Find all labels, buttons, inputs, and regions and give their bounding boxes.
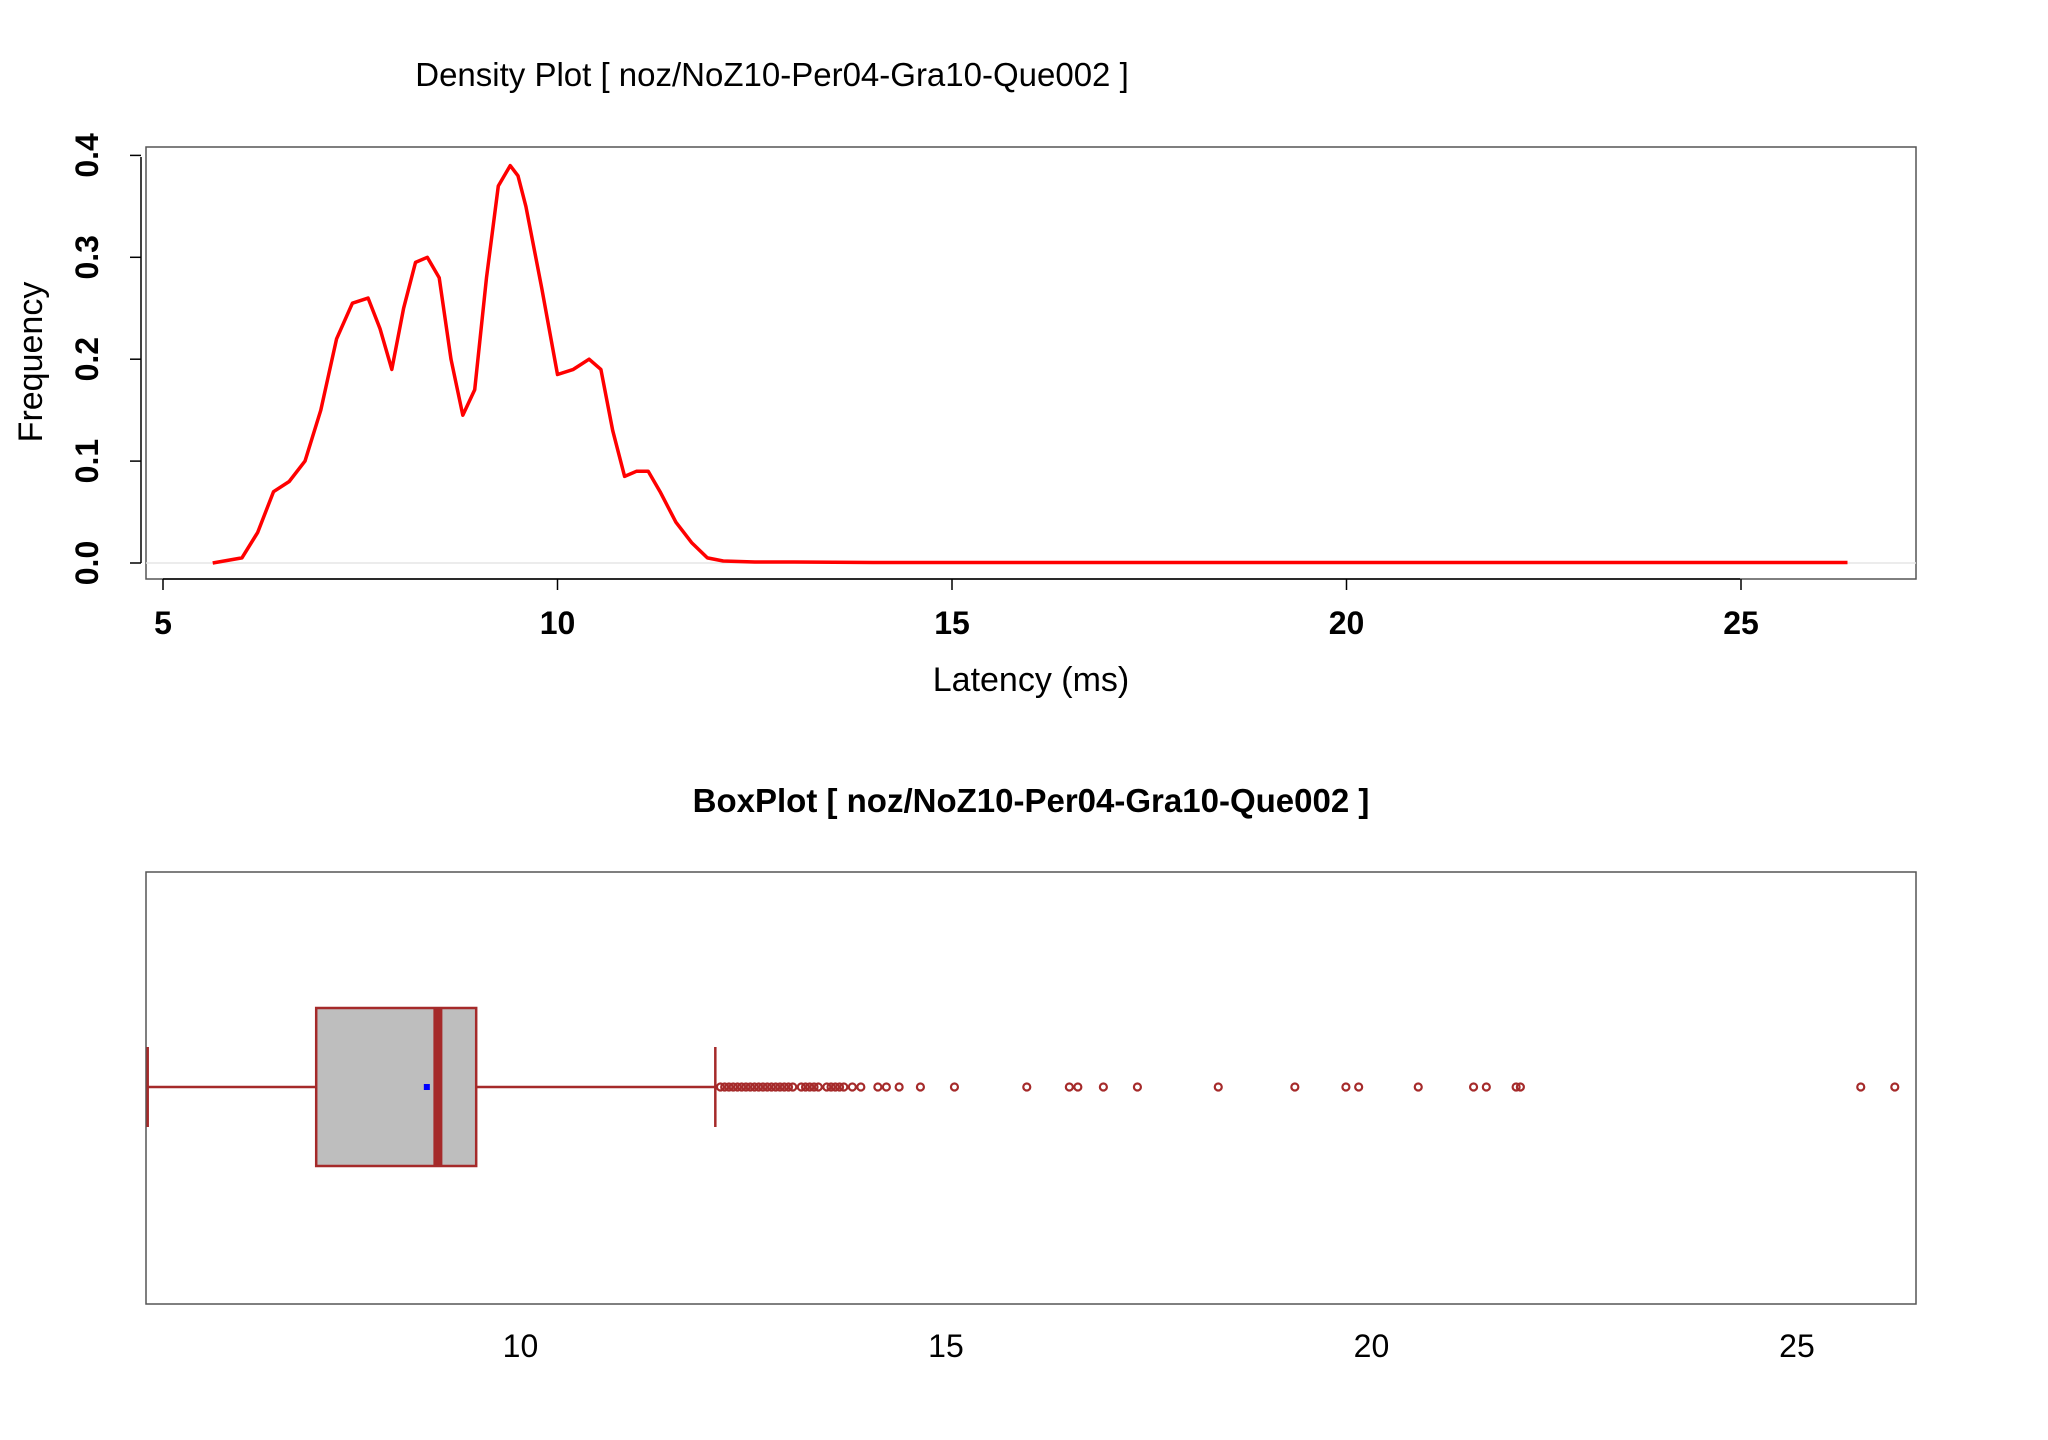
box-outlier	[813, 1082, 823, 1092]
box-outlier	[783, 1082, 794, 1092]
density-y-tick-label: 0.0	[69, 541, 105, 585]
box-outlier	[1341, 1082, 1351, 1092]
box-outlier	[894, 1082, 904, 1092]
density-x-axis: 5 10 15 20 25	[154, 578, 1759, 641]
box-outlier	[1890, 1082, 1900, 1092]
box-outlier	[728, 1082, 738, 1092]
box-outlier	[856, 1082, 866, 1092]
box-outlier	[796, 1082, 806, 1092]
density-y-axis: 0.0 0.1 0.2 0.3 0.4	[69, 133, 142, 585]
box-outlier	[800, 1082, 811, 1092]
box-outlier	[826, 1082, 836, 1092]
density-y-tick-label: 0.2	[69, 337, 105, 381]
box-outlier	[741, 1082, 751, 1092]
boxplot-x-tick-label: 10	[503, 1328, 539, 1364]
box-outlier	[1413, 1082, 1423, 1092]
box-outlier	[847, 1082, 857, 1092]
box-outlier	[1132, 1082, 1143, 1092]
box-outlier	[1098, 1082, 1108, 1092]
density-x-tick-label: 5	[154, 605, 172, 641]
box-outlier	[762, 1082, 772, 1092]
box-outlier	[1064, 1082, 1074, 1092]
density-x-tick-label: 15	[934, 605, 970, 641]
box-outlier	[1073, 1082, 1083, 1092]
box-outlier	[822, 1082, 832, 1092]
box-outlier	[775, 1082, 785, 1092]
density-x-tick-label: 10	[540, 605, 576, 641]
density-y-tick-label: 0.1	[69, 439, 105, 483]
box-outlier	[830, 1082, 840, 1092]
box-outlier	[1515, 1082, 1525, 1092]
box-outlier	[1856, 1082, 1866, 1092]
box-outlier	[1022, 1082, 1032, 1092]
boxplot-x-tick-label: 15	[928, 1328, 964, 1364]
density-plot: Density Plot [ noz/NoZ10-Per04-Gra10-Que…	[12, 56, 1917, 699]
box-outlier	[1481, 1082, 1491, 1092]
density-series-line	[212, 163, 1848, 565]
box-outlier	[1354, 1082, 1364, 1092]
density-x-tick-label: 20	[1329, 605, 1365, 641]
density-x-axis-label: Latency (ms)	[933, 661, 1130, 699]
density-y-axis-label: Frequency	[12, 282, 50, 443]
box-outlier	[788, 1082, 798, 1092]
box-outlier	[749, 1082, 760, 1092]
boxplot-title: BoxPlot [ noz/NoZ10-Per04-Gra10-Que002 ]	[693, 782, 1370, 819]
box-outlier	[732, 1082, 743, 1092]
box-outlier	[779, 1082, 789, 1092]
boxplot-x-tick-label: 20	[1354, 1328, 1390, 1364]
box-outlier	[745, 1082, 755, 1092]
box-outlier	[834, 1082, 845, 1092]
box-outlier	[809, 1082, 819, 1092]
box-outlier	[1213, 1082, 1223, 1092]
box-outlier	[873, 1082, 883, 1092]
box-outlier	[949, 1082, 960, 1092]
boxplot-x-axis: 10 15 20 25	[503, 1328, 1815, 1364]
box-outlier	[915, 1082, 926, 1092]
boxplot-frame	[145, 871, 1917, 1305]
box-outlier	[771, 1082, 781, 1092]
density-plot-frame	[145, 146, 1917, 580]
box-outlier	[720, 1082, 730, 1092]
box-outlier	[805, 1082, 815, 1092]
density-title: Density Plot [ noz/NoZ10-Per04-Gra10-Que…	[415, 56, 1129, 93]
density-y-tick-label: 0.3	[69, 235, 105, 279]
box-outlier	[715, 1082, 726, 1092]
box-outlier	[724, 1082, 734, 1092]
box-outlier	[758, 1082, 768, 1092]
box-outlier	[881, 1082, 891, 1092]
box-iqr	[314, 1006, 478, 1168]
box-plot: BoxPlot [ noz/NoZ10-Per04-Gra10-Que002 ]…	[145, 782, 1917, 1364]
box-outlier	[1468, 1082, 1479, 1092]
boxplot-x-tick-label: 25	[1779, 1328, 1815, 1364]
box-outlier	[839, 1082, 849, 1092]
box-mean-marker	[423, 1084, 430, 1090]
boxplot-marks	[146, 1006, 1900, 1168]
box-outlier	[1290, 1082, 1300, 1092]
density-y-tick-label: 0.4	[69, 133, 105, 178]
box-outlier	[737, 1082, 747, 1092]
box-outlier	[754, 1082, 764, 1092]
density-x-tick-label: 25	[1723, 605, 1759, 641]
box-outlier	[766, 1082, 777, 1092]
box-outlier	[1511, 1082, 1521, 1092]
